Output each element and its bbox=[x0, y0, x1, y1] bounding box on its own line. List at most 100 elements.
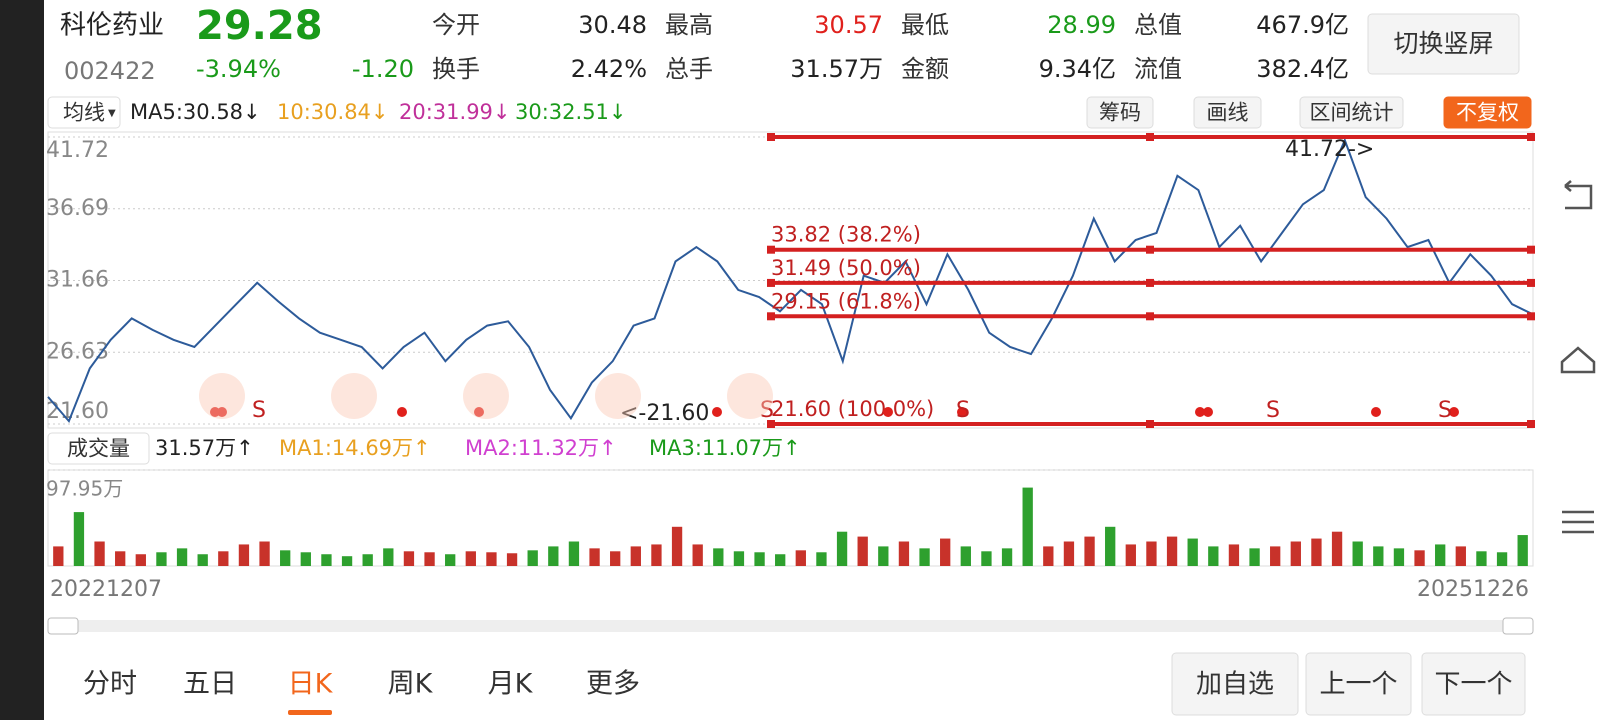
fib-label: 29.15 (61.8%) bbox=[771, 289, 921, 313]
fib-handle bbox=[1146, 133, 1154, 141]
fib-handle bbox=[767, 278, 775, 287]
scrollbar[interactable] bbox=[48, 620, 1533, 632]
side-icons bbox=[1560, 180, 1596, 534]
chart-control[interactable] bbox=[727, 373, 773, 419]
action-button[interactable] bbox=[1171, 652, 1299, 716]
toggle-button[interactable] bbox=[1367, 13, 1520, 75]
chart-control[interactable] bbox=[331, 373, 377, 419]
ma-selector-arrow: ▼ bbox=[108, 108, 116, 119]
volume-ma-value: MA1:14.69万↑ bbox=[279, 436, 431, 460]
tool-button-label[interactable]: 画线 bbox=[1207, 101, 1249, 125]
tab[interactable]: 周K bbox=[388, 669, 434, 700]
action-button[interactable] bbox=[1421, 652, 1526, 716]
volume-bar bbox=[73, 512, 85, 566]
tab[interactable]: 更多 bbox=[586, 669, 640, 700]
volume-bar bbox=[94, 541, 105, 566]
volume-bar bbox=[940, 538, 951, 566]
ma-selector-label[interactable]: 均线 bbox=[63, 101, 105, 125]
volume-bar bbox=[775, 554, 786, 566]
toggle-button-label[interactable]: 切换竖屏 bbox=[1393, 29, 1493, 58]
stat-value: 30.57 bbox=[814, 11, 883, 39]
tool-button[interactable] bbox=[1299, 96, 1404, 129]
volume-bar bbox=[1228, 544, 1240, 566]
stat-value: 382.4亿 bbox=[1256, 55, 1349, 83]
volume-selector-label[interactable]: 成交量 bbox=[67, 437, 130, 461]
y-tick-label: 41.72 bbox=[46, 138, 109, 163]
fib-handle bbox=[1146, 312, 1154, 321]
volume-frame bbox=[47, 469, 1534, 567]
signal-dot bbox=[1203, 407, 1213, 417]
volume-bar bbox=[1208, 546, 1219, 566]
stock-name: 科伦药业 bbox=[60, 11, 164, 41]
tab[interactable]: 分时 bbox=[83, 669, 137, 700]
volume-bar bbox=[960, 546, 971, 566]
volume-bar bbox=[238, 544, 250, 566]
tool-button[interactable] bbox=[1086, 96, 1154, 129]
action-button-label[interactable]: 上一个 bbox=[1319, 670, 1397, 700]
volume-bar bbox=[1435, 544, 1446, 566]
volume-bar bbox=[1414, 550, 1425, 566]
fib-handle bbox=[1146, 420, 1154, 428]
volume-bar bbox=[1043, 546, 1054, 566]
fib-handle bbox=[767, 420, 775, 428]
volume-bar bbox=[403, 551, 415, 566]
scroll-handle[interactable] bbox=[1502, 617, 1534, 635]
volume-bar bbox=[1373, 546, 1384, 566]
signal-dot bbox=[883, 407, 893, 417]
chart-control[interactable] bbox=[595, 373, 641, 419]
volume-bar bbox=[1393, 548, 1405, 566]
tab[interactable]: 五日 bbox=[183, 669, 237, 700]
volume-bar bbox=[1249, 548, 1260, 566]
adjust-button[interactable] bbox=[1443, 96, 1532, 129]
start-date: 20221207 bbox=[50, 577, 162, 602]
signal-label: S bbox=[1266, 398, 1280, 423]
tool-button-label[interactable]: 筹码 bbox=[1099, 101, 1141, 125]
signal-dot bbox=[474, 407, 484, 417]
volume-bar bbox=[857, 536, 868, 566]
left-bar bbox=[0, 0, 44, 720]
volume-bar bbox=[898, 541, 910, 566]
volume-bar bbox=[506, 553, 518, 566]
stat-label: 今开 bbox=[432, 11, 480, 39]
fib-handle bbox=[1527, 420, 1535, 428]
y-tick-label: 21.60 bbox=[46, 399, 109, 424]
tool-button-label[interactable]: 区间统计 bbox=[1310, 101, 1394, 125]
stat-label: 流值 bbox=[1134, 55, 1182, 83]
action-button[interactable] bbox=[1305, 652, 1412, 716]
volume-bar bbox=[486, 552, 497, 566]
change: -1.20 bbox=[352, 55, 414, 83]
volume-ma-value: 31.57万↑ bbox=[155, 436, 254, 460]
volume-bar bbox=[1517, 535, 1528, 566]
signal-dot bbox=[210, 407, 220, 417]
ma-selector[interactable] bbox=[47, 96, 121, 129]
signal-dot bbox=[397, 407, 407, 417]
action-button-label[interactable]: 加自选 bbox=[1196, 670, 1274, 700]
chart-control[interactable] bbox=[463, 373, 509, 419]
y-tick-label: 36.69 bbox=[46, 196, 109, 221]
volume-bar bbox=[651, 544, 662, 566]
volume-bar bbox=[733, 551, 745, 566]
stat-value: 467.9亿 bbox=[1256, 11, 1349, 39]
volume-bar bbox=[1311, 538, 1322, 566]
action-button-label[interactable]: 下一个 bbox=[1434, 670, 1512, 700]
volume-selector[interactable] bbox=[47, 432, 150, 465]
price-line bbox=[47, 137, 1534, 424]
chart-control[interactable] bbox=[199, 373, 245, 419]
stock-price: 29.28 bbox=[196, 3, 323, 49]
volume-bar bbox=[1166, 536, 1178, 566]
tab[interactable]: 日K bbox=[288, 669, 334, 700]
volume-bar bbox=[713, 548, 724, 566]
volume-bar bbox=[176, 548, 188, 566]
tool-button[interactable] bbox=[1193, 96, 1262, 129]
adjust-button-label[interactable]: 不复权 bbox=[1456, 101, 1519, 125]
volume-bar bbox=[1105, 526, 1116, 566]
volume-bar bbox=[878, 546, 889, 566]
volume-tick-label: 97.95万 bbox=[46, 477, 123, 501]
scroll-handle[interactable] bbox=[47, 617, 79, 635]
volume-bar bbox=[383, 548, 394, 566]
signal-label: S bbox=[252, 398, 266, 423]
volume-bar bbox=[1476, 551, 1487, 566]
stock-code: 002422 bbox=[64, 57, 156, 85]
tab[interactable]: 月K bbox=[488, 669, 534, 700]
volume-ma-value: MA3:11.07万↑ bbox=[649, 436, 801, 460]
